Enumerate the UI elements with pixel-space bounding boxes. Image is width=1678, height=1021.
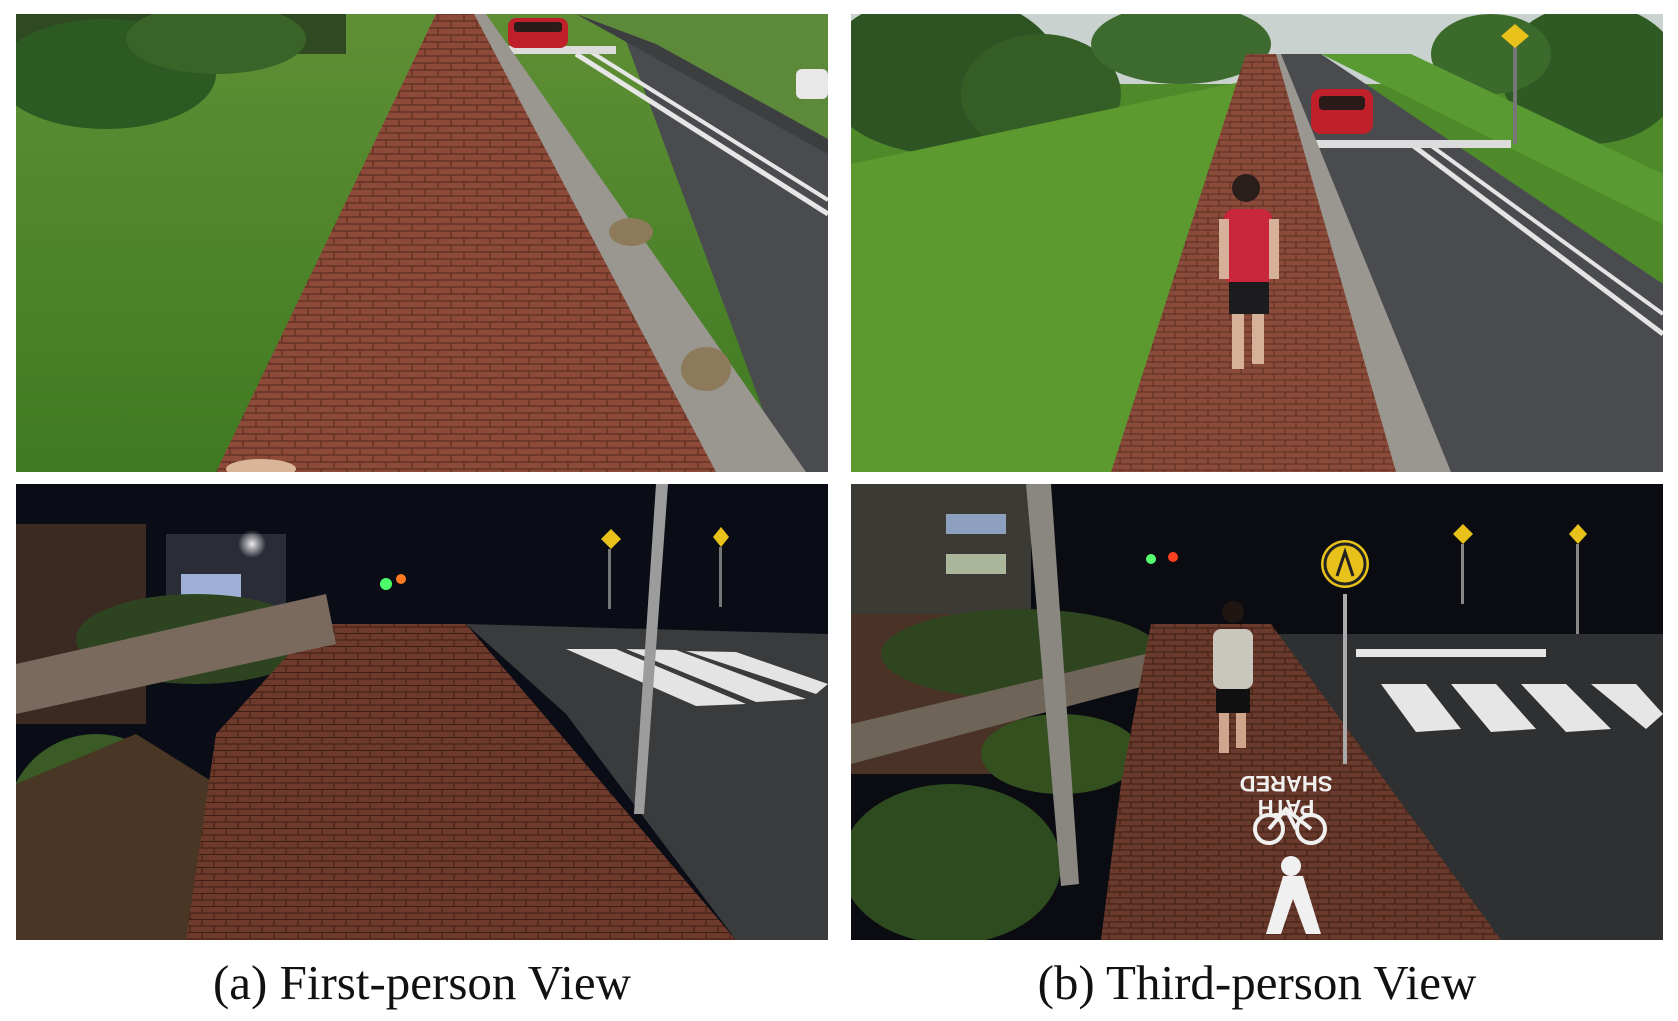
third-person-day-photo bbox=[851, 14, 1663, 472]
pedestrian-crossing-sign-icon bbox=[1321, 540, 1369, 588]
first-person-day-photo bbox=[16, 14, 828, 472]
caption-first-person: (a) First-person View bbox=[212, 955, 631, 1010]
first-person-night-photo bbox=[16, 484, 828, 940]
pedestrian-marking-icon bbox=[1266, 856, 1321, 934]
walking-person bbox=[1219, 174, 1279, 369]
shared-path-marking-line1: SHARED bbox=[1240, 771, 1333, 796]
caption-third-person: (b) Third-person View bbox=[1037, 955, 1477, 1010]
bicycle-marking-icon bbox=[1253, 806, 1327, 845]
walking-person bbox=[1213, 601, 1253, 753]
third-person-night-photo: PATH SHARED bbox=[851, 484, 1663, 940]
